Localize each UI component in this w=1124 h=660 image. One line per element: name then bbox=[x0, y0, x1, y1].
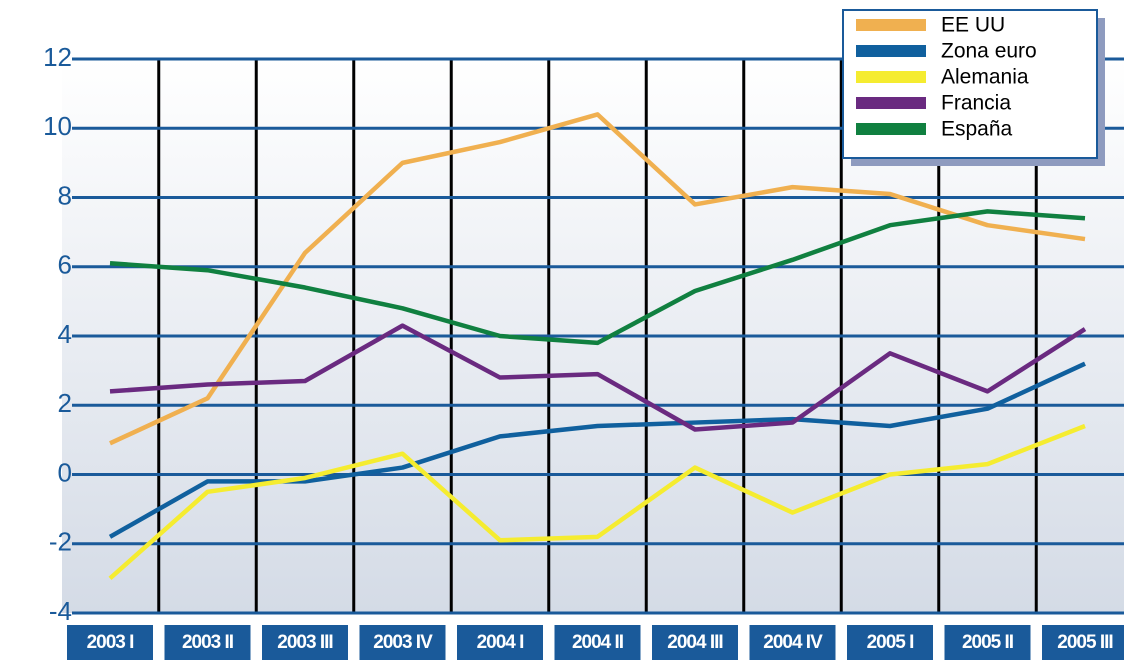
x-label-box bbox=[67, 625, 153, 660]
y-tick-label: -2 bbox=[49, 527, 72, 557]
legend-swatch bbox=[856, 71, 926, 83]
x-tick-label: 2003 III bbox=[277, 632, 333, 653]
x-label-box bbox=[262, 625, 348, 660]
y-tick-label: 10 bbox=[43, 111, 72, 141]
legend-label: España bbox=[941, 118, 1013, 141]
y-tick-label: 2 bbox=[58, 388, 72, 418]
x-tick-label: 2004 III bbox=[667, 632, 723, 653]
legend-swatch bbox=[856, 97, 926, 109]
x-label-box bbox=[749, 625, 836, 660]
x-label-box bbox=[652, 625, 738, 660]
series-line bbox=[109, 112, 1086, 446]
x-tick-label: 2004 II bbox=[572, 632, 624, 653]
x-label-box bbox=[554, 625, 641, 660]
x-label-box bbox=[1042, 625, 1124, 660]
legend-label: EE UU bbox=[941, 14, 1005, 37]
series-line bbox=[108, 423, 1086, 581]
legend-swatch bbox=[856, 19, 926, 31]
legend-swatch bbox=[856, 45, 926, 57]
y-tick-label: 4 bbox=[58, 319, 72, 349]
x-tick-label: 2003 IV bbox=[373, 632, 433, 653]
y-tick-label: -4 bbox=[49, 596, 72, 626]
legend-label: Francia bbox=[941, 92, 1011, 115]
x-tick-label: 2005 II bbox=[962, 632, 1014, 653]
x-tick-label: 2003 I bbox=[87, 632, 135, 653]
legend-label: Alemania bbox=[941, 66, 1029, 89]
x-label-box bbox=[944, 625, 1031, 660]
x-tick-label: 2003 II bbox=[182, 632, 234, 653]
x-label-box bbox=[164, 625, 251, 660]
y-tick-label: 0 bbox=[58, 457, 72, 487]
x-tick-label: 2004 IV bbox=[763, 632, 823, 653]
x-label-box bbox=[359, 625, 446, 660]
x-label-box bbox=[847, 625, 933, 660]
y-tick-label: 6 bbox=[58, 250, 72, 280]
series-line bbox=[109, 209, 1086, 346]
series-line bbox=[109, 323, 1087, 432]
legend-swatch bbox=[856, 123, 926, 135]
x-tick-label: 2004 I bbox=[477, 632, 525, 653]
x-label-box bbox=[457, 625, 543, 660]
x-tick-label: 2005 I bbox=[867, 632, 915, 653]
x-tick-label: 2005 III bbox=[1057, 632, 1113, 653]
y-tick-label: 8 bbox=[58, 180, 72, 210]
y-tick-label: 12 bbox=[43, 42, 72, 72]
legend-label: Zona euro bbox=[941, 40, 1037, 63]
